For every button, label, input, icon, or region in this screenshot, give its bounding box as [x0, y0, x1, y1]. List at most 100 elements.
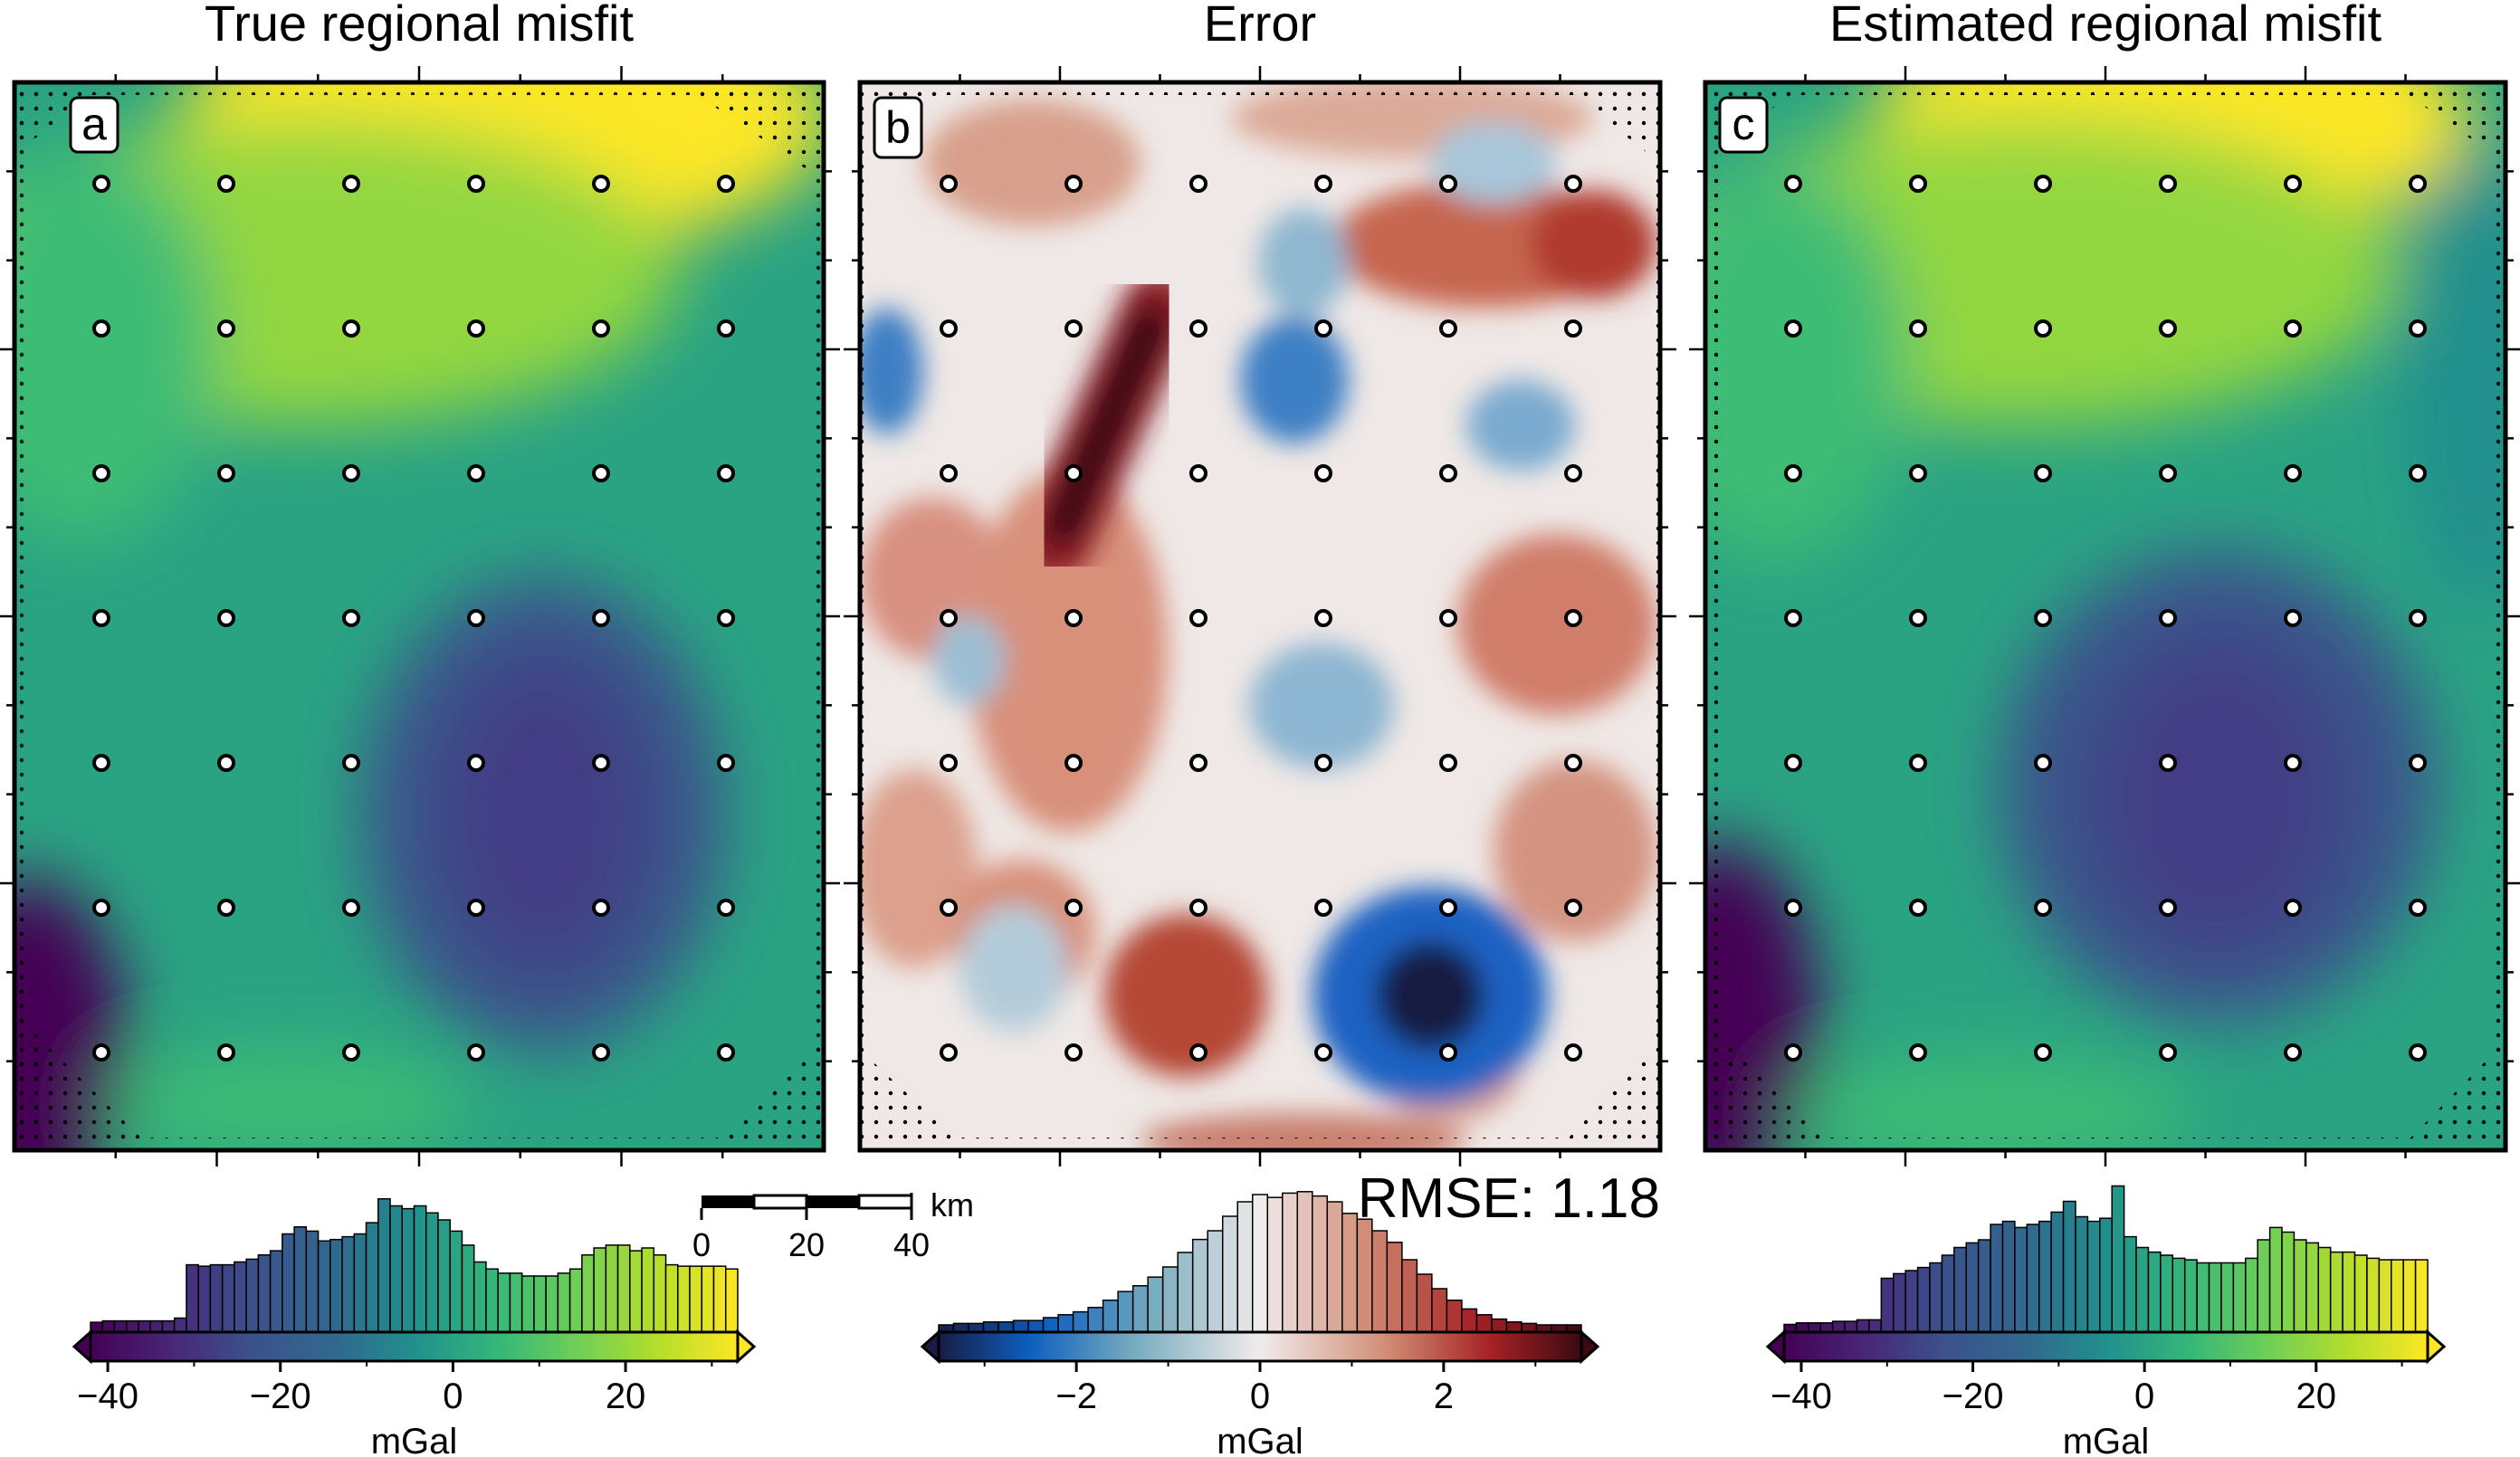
panel-b-blue-10: [1376, 941, 1484, 1050]
panel-b-blue-1: [1240, 317, 1349, 443]
histogram-bar: [1072, 1310, 1089, 1333]
station-marker: [1064, 754, 1083, 772]
histogram-bar: [1087, 1307, 1104, 1333]
panel-a-stations: [92, 175, 735, 1062]
station-marker: [1189, 754, 1208, 772]
scalebar-unit: km: [931, 1186, 974, 1224]
histogram-bar: [234, 1261, 247, 1333]
panel-b-red-1: [923, 100, 1141, 226]
station-marker: [2159, 609, 2177, 627]
panel-b-edge-dots-left: [860, 82, 873, 1150]
station-marker: [1564, 464, 1582, 482]
histogram-bar: [2038, 1220, 2052, 1333]
station-marker: [2284, 609, 2302, 627]
panel-c-label-box: c: [1718, 96, 1769, 154]
station-marker: [2159, 175, 2177, 193]
scalebar: 0 20 40 km: [692, 1186, 974, 1263]
station-marker: [2409, 175, 2427, 193]
histogram-bar: [2147, 1251, 2162, 1333]
histogram-bar: [2172, 1257, 2186, 1333]
colorbar-label: mGal: [371, 1422, 458, 1457]
histogram-bar: [1177, 1252, 1194, 1333]
histogram-bar: [1236, 1201, 1254, 1333]
histogram-bar: [1401, 1259, 1418, 1333]
histogram-bar: [641, 1247, 655, 1333]
station-marker: [2034, 319, 2052, 338]
colorbar-tick-label: −40: [77, 1376, 138, 1416]
histogram-bar: [1808, 1322, 1821, 1333]
station-marker: [342, 464, 360, 482]
station-marker: [1314, 899, 1332, 917]
panel-a-field-left: [14, 145, 217, 543]
station-marker: [1439, 319, 1457, 338]
histogram-bar: [2281, 1231, 2296, 1333]
station-marker: [1564, 1043, 1582, 1062]
histogram-bar: [293, 1226, 308, 1333]
scalebar-segment-2: [752, 1194, 808, 1210]
station-marker: [1189, 319, 1208, 338]
panel-c-field-bottom: [1792, 1059, 2191, 1150]
station-marker: [1564, 175, 1582, 193]
colorbar-tick-label: −40: [1771, 1376, 1832, 1416]
station-marker: [467, 609, 485, 627]
panel-a-corner-dots-tr: [679, 82, 824, 181]
station-marker: [1909, 175, 1927, 193]
station-marker: [592, 175, 610, 193]
station-marker: [92, 899, 110, 917]
station-marker: [1564, 899, 1582, 917]
panel-c-colorbar: −40 −20 0 20 mGal: [1765, 1185, 2447, 1457]
histogram-bar: [689, 1265, 703, 1333]
histogram-bar: [1221, 1215, 1238, 1333]
station-marker: [717, 754, 735, 772]
station-marker: [1189, 609, 1208, 627]
panel-b-edge-dots-bottom: [860, 1138, 1660, 1150]
scalebar-segment-4: [857, 1194, 913, 1210]
panel-c-field-low-core: [2100, 643, 2335, 950]
station-marker: [342, 1043, 360, 1062]
colorbar-label: mGal: [1217, 1422, 1303, 1457]
histogram-bar: [485, 1268, 499, 1333]
histogram-bar: [1131, 1285, 1149, 1333]
colorbar-triangle-left: [920, 1328, 940, 1365]
histogram-bar: [629, 1250, 643, 1333]
histogram-bar: [2196, 1262, 2210, 1333]
station-marker: [717, 175, 735, 193]
histogram-bar: [401, 1207, 415, 1333]
histogram-bar: [2160, 1254, 2174, 1333]
histogram-bar: [305, 1230, 320, 1333]
panel-c-edge-dots-top: [1705, 82, 2506, 95]
histogram-bar: [2293, 1239, 2307, 1333]
histogram-bar: [173, 1317, 187, 1333]
histogram-bar: [317, 1240, 331, 1333]
panel-b-edge-dots-right: [1647, 82, 1660, 1150]
panel-b-label-box: b: [873, 96, 923, 159]
histogram-bar: [221, 1263, 235, 1333]
station-marker: [1439, 464, 1457, 482]
histogram-bar: [1819, 1322, 1834, 1333]
histogram-bar: [616, 1244, 631, 1333]
histogram-bar: [413, 1205, 427, 1333]
station-marker: [1314, 754, 1332, 772]
colorbar-bar: [1782, 1330, 2429, 1363]
rmse-label: RMSE: 1.18: [1358, 1167, 1660, 1230]
histogram-bar: [593, 1247, 607, 1333]
panel-b-blue-7: [932, 615, 1005, 706]
histogram-bar: [1941, 1254, 1955, 1333]
histogram-bar: [1831, 1320, 1846, 1333]
station-marker: [592, 1043, 610, 1062]
station-marker: [1189, 175, 1208, 193]
station-marker: [1909, 899, 1927, 917]
panel-b-blue-6: [860, 308, 923, 434]
histogram-bar: [664, 1263, 679, 1333]
station-marker: [217, 899, 235, 917]
station-marker: [1784, 899, 1802, 917]
panel-a-edge-dots-right: [811, 82, 824, 1150]
histogram-bar: [568, 1268, 583, 1333]
histogram-bar: [2050, 1211, 2065, 1333]
station-marker: [2159, 899, 2177, 917]
colorbar-triangle-right: [736, 1328, 757, 1365]
panel-a-title: True regional misfit: [205, 0, 635, 52]
panel-b-red-8: [1457, 534, 1656, 715]
histogram-bar: [1953, 1246, 1967, 1333]
histogram-bar: [712, 1265, 727, 1333]
